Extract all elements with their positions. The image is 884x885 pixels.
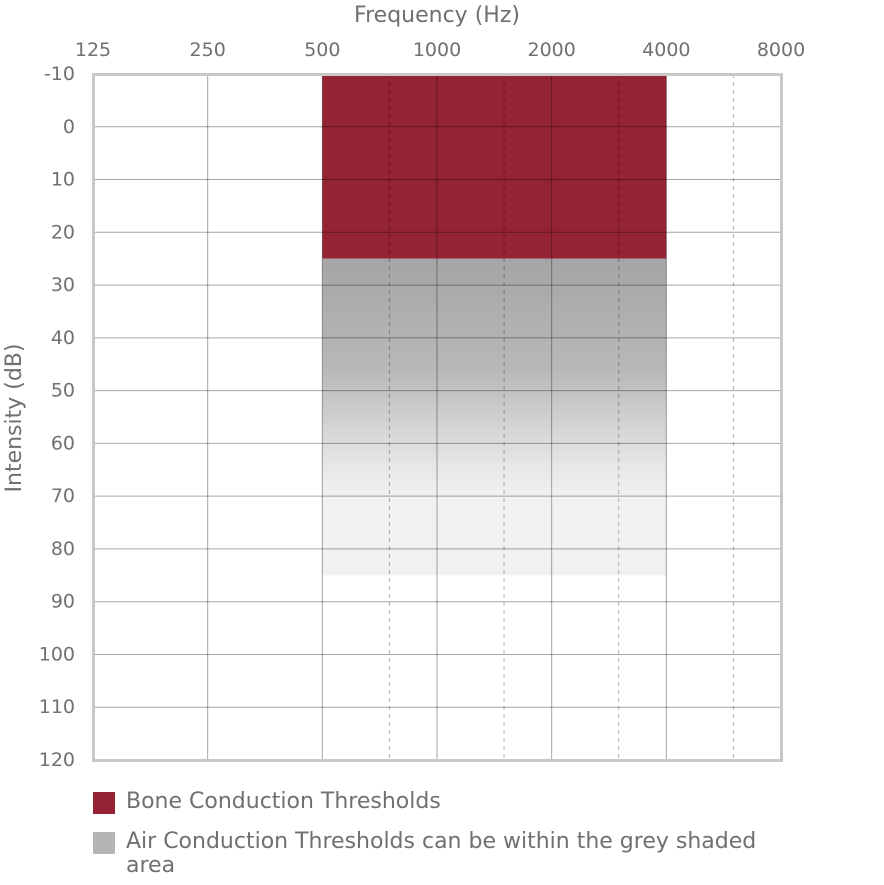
legend-label-air: Air Conduction Thresholds can be within …: [126, 829, 757, 878]
legend-swatch-bone: [93, 792, 115, 814]
x-tick-label: 2000: [527, 39, 575, 61]
y-tick-label: 50: [51, 380, 75, 402]
y-tick-label: 90: [51, 591, 75, 613]
x-tick-label: 500: [304, 39, 340, 61]
y-tick-label: 40: [51, 327, 75, 349]
y-tick-label: 30: [51, 274, 75, 296]
y-tick-label: 120: [39, 749, 75, 771]
y-tick-label: 0: [63, 116, 75, 138]
plot-frame: [92, 73, 783, 762]
y-axis-label: Intensity (dB): [2, 344, 27, 493]
x-axis-label: Frequency (Hz): [354, 3, 520, 28]
legend-swatch-air: [93, 832, 115, 854]
y-tick-label: 10: [51, 169, 75, 191]
y-tick-label: 80: [51, 538, 75, 560]
legend-label-bone: Bone Conduction Thresholds: [126, 789, 441, 814]
x-tick-label: 125: [75, 39, 111, 61]
x-tick-label: 8000: [757, 39, 805, 61]
y-tick-label: 70: [51, 485, 75, 507]
x-tick-label: 4000: [642, 39, 690, 61]
x-tick-label: 250: [190, 39, 226, 61]
air-conduction-region: [322, 258, 667, 576]
bone-conduction-region: [322, 74, 667, 259]
y-tick-label: 100: [39, 643, 75, 665]
y-tick-label: 110: [39, 696, 75, 718]
audiogram-chart: 125 250 500 1000 2000 4000 8000 -10 0 10 20 30 40 50…: [2, 3, 805, 771]
y-tick-label: -10: [44, 63, 75, 85]
x-tick-label: 1000: [413, 39, 461, 61]
y-tick-label: 20: [51, 221, 75, 243]
y-tick-label: 60: [51, 432, 75, 454]
